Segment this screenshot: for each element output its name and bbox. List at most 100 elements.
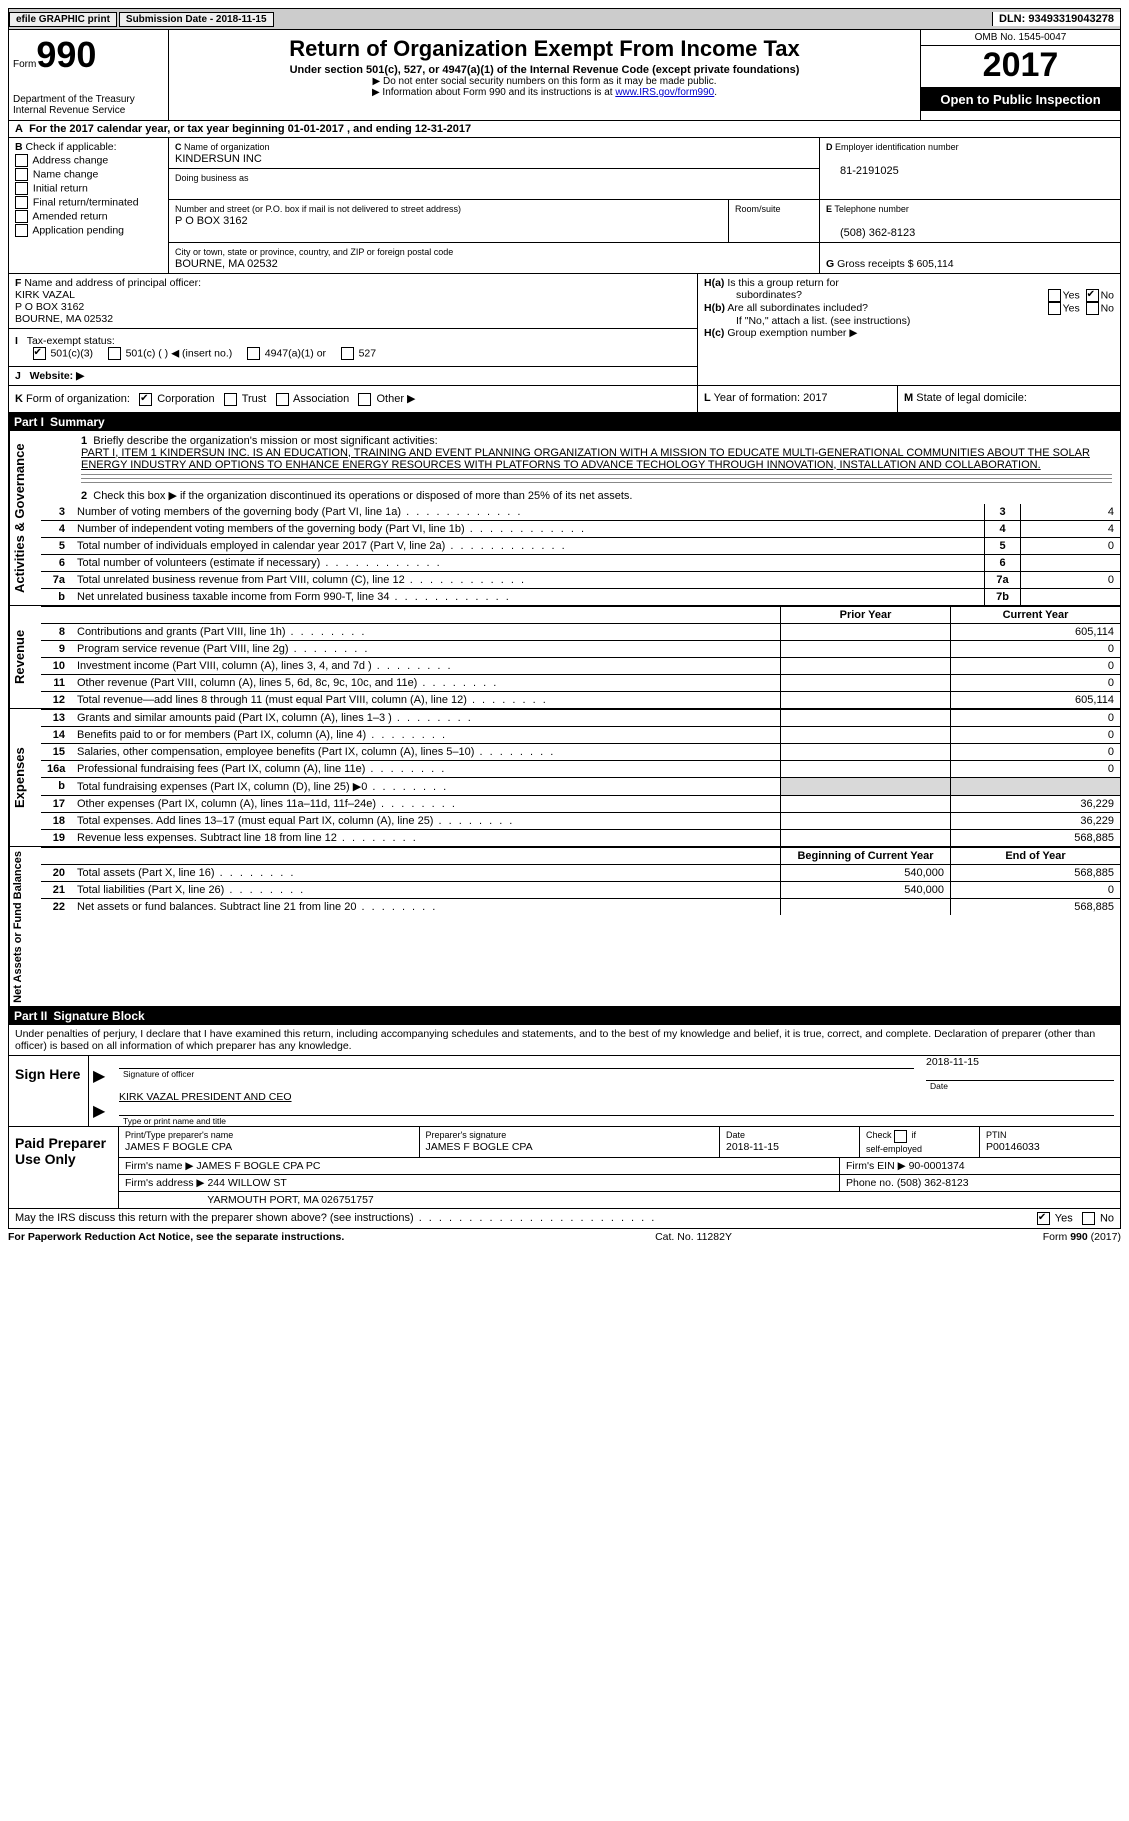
- net-header: Beginning of Current Year End of Year: [41, 847, 1120, 864]
- b-title: Check if applicable:: [26, 141, 117, 153]
- pp-name: JAMES F BOGLE CPA: [125, 1141, 232, 1153]
- row-num: 12: [41, 692, 71, 708]
- row-desc: Number of independent voting members of …: [71, 521, 984, 537]
- chk-application-pending[interactable]: [15, 224, 28, 237]
- chk-ha-yes[interactable]: [1048, 289, 1061, 302]
- chk-527[interactable]: [341, 347, 354, 360]
- i-lbl: Tax-exempt status:: [27, 335, 115, 347]
- chk-other[interactable]: [358, 393, 371, 406]
- hdr-begin-year: Beginning of Current Year: [780, 848, 950, 864]
- netassets-rows: Beginning of Current Year End of Year 20…: [41, 847, 1120, 1007]
- row-desc: Total revenue—add lines 8 through 11 (mu…: [71, 692, 780, 708]
- chk-discuss-yes[interactable]: [1037, 1212, 1050, 1225]
- side-label-netassets: Net Assets or Fund Balances: [9, 847, 41, 1007]
- tax-year: 2017: [921, 46, 1120, 88]
- row-prior: [780, 796, 950, 812]
- officer-addr: P O BOX 3162: [15, 301, 84, 313]
- chk-hb-yes[interactable]: [1048, 302, 1061, 315]
- row-num: 16a: [41, 761, 71, 777]
- chk-amended-return[interactable]: [15, 210, 28, 223]
- header-left: Form990 Department of the Treasury Inter…: [9, 30, 169, 120]
- chk-name-change[interactable]: [15, 168, 28, 181]
- line-a-text: For the 2017 calendar year, or tax year …: [29, 123, 471, 135]
- form-subtitle: Under section 501(c), 527, or 4947(a)(1)…: [177, 64, 912, 76]
- chk-address-change[interactable]: [15, 154, 28, 167]
- part2-title: Signature Block: [53, 1009, 144, 1023]
- l1-text: PART I, ITEM 1 KINDERSUN INC. IS AN EDUC…: [81, 447, 1090, 471]
- row-current: 0: [950, 744, 1120, 760]
- chk-hb-no[interactable]: [1086, 302, 1099, 315]
- section-l: L Year of formation: 2017: [698, 386, 898, 412]
- sig-date-line: Date: [926, 1080, 1114, 1091]
- chk-initial-return[interactable]: [15, 182, 28, 195]
- row-num: 3: [41, 504, 71, 520]
- i-o1: 501(c)(3): [50, 347, 93, 359]
- prep-row-2: Firm's name ▶ JAMES F BOGLE CPA PC Firm'…: [119, 1158, 1120, 1175]
- row-desc: Number of voting members of the governin…: [71, 504, 984, 520]
- sign-inner: ▶ Signature of officer 2018-11-15 Date ▶…: [89, 1056, 1120, 1126]
- chk-self-employed[interactable]: [894, 1130, 907, 1143]
- row-desc: Revenue less expenses. Subtract line 18 …: [71, 830, 780, 846]
- side-label-governance: Activities & Governance: [9, 431, 41, 605]
- row-num: 11: [41, 675, 71, 691]
- ha-text: Is this a group return for: [727, 277, 838, 289]
- pp-sig: JAMES F BOGLE CPA: [426, 1141, 533, 1153]
- row-ln: 3: [984, 504, 1020, 520]
- officer-city: BOURNE, MA 02532: [15, 313, 113, 325]
- row-ln: 7a: [984, 572, 1020, 588]
- gov-row-6: 6 Total number of volunteers (estimate i…: [41, 554, 1120, 571]
- sig-officer-cell: Signature of officer: [113, 1056, 920, 1091]
- net-row-22: 22 Net assets or fund balances. Subtract…: [41, 898, 1120, 915]
- d-lbl: Employer identification number: [835, 142, 959, 152]
- irs-link[interactable]: www.IRS.gov/form990: [615, 87, 714, 98]
- row-current: 568,885: [950, 830, 1120, 846]
- chk-corp[interactable]: [139, 393, 152, 406]
- row-current: 568,885: [950, 899, 1120, 915]
- g-lbl: Gross receipts $: [837, 258, 913, 270]
- section-m: M State of legal domicile:: [898, 386, 1120, 412]
- sig-officer-line: Signature of officer: [119, 1068, 914, 1079]
- row-prior: [780, 899, 950, 915]
- chk-assoc[interactable]: [276, 393, 289, 406]
- typed-name-cell: KIRK VAZAL PRESIDENT AND CEO Type or pri…: [113, 1091, 1120, 1126]
- section-d: D Employer identification number 81-2191…: [820, 138, 1120, 200]
- section-c-name: C Name of organization KINDERSUN INC: [169, 138, 820, 169]
- row-num: 20: [41, 865, 71, 881]
- b-item-5: Application pending: [32, 224, 124, 236]
- row-desc: Other revenue (Part VIII, column (A), li…: [71, 675, 780, 691]
- row-num: b: [41, 589, 71, 605]
- omb-number: OMB No. 1545-0047: [921, 30, 1120, 46]
- header-right: OMB No. 1545-0047 2017 Open to Public In…: [920, 30, 1120, 120]
- row-num: 17: [41, 796, 71, 812]
- chk-501c[interactable]: [108, 347, 121, 360]
- row-num: 7a: [41, 572, 71, 588]
- row-amt: 0: [1020, 572, 1120, 588]
- typed-name-line: Type or print name and title: [119, 1115, 1114, 1126]
- gross-receipts: 605,114: [916, 258, 953, 270]
- chk-ha-no[interactable]: [1086, 289, 1099, 302]
- b-item-0: Address change: [32, 154, 108, 166]
- side-label-revenue: Revenue: [9, 606, 41, 708]
- rev-header: Prior Year Current Year: [41, 606, 1120, 623]
- row-desc: Professional fundraising fees (Part IX, …: [71, 761, 780, 777]
- row-ln: 4: [984, 521, 1020, 537]
- cat-no: Cat. No. 11282Y: [655, 1231, 732, 1243]
- prep-row-1: Print/Type preparer's nameJAMES F BOGLE …: [119, 1127, 1120, 1157]
- row-ln: 7b: [984, 589, 1020, 605]
- paid-preparer-rows: Print/Type preparer's nameJAMES F BOGLE …: [119, 1127, 1120, 1207]
- chk-501c3[interactable]: [33, 347, 46, 360]
- c-dba-lbl: Doing business as: [175, 173, 249, 183]
- chk-4947[interactable]: [247, 347, 260, 360]
- efile-button[interactable]: efile GRAPHIC print: [9, 12, 117, 27]
- chk-final-return[interactable]: [15, 196, 28, 209]
- section-c-addr: Number and street (or P.O. box if mail i…: [169, 200, 820, 243]
- row-num: 22: [41, 899, 71, 915]
- chk-trust[interactable]: [224, 393, 237, 406]
- chk-discuss-no[interactable]: [1082, 1212, 1095, 1225]
- pp-name-lbl: Print/Type preparer's name: [125, 1130, 233, 1140]
- section-f: F Name and address of principal officer:…: [9, 274, 698, 328]
- submission-date-button[interactable]: Submission Date - 2018-11-15: [119, 12, 274, 27]
- f-h-block: F Name and address of principal officer:…: [8, 274, 1121, 386]
- ha-no: No: [1101, 289, 1114, 301]
- row-current: 0: [950, 641, 1120, 657]
